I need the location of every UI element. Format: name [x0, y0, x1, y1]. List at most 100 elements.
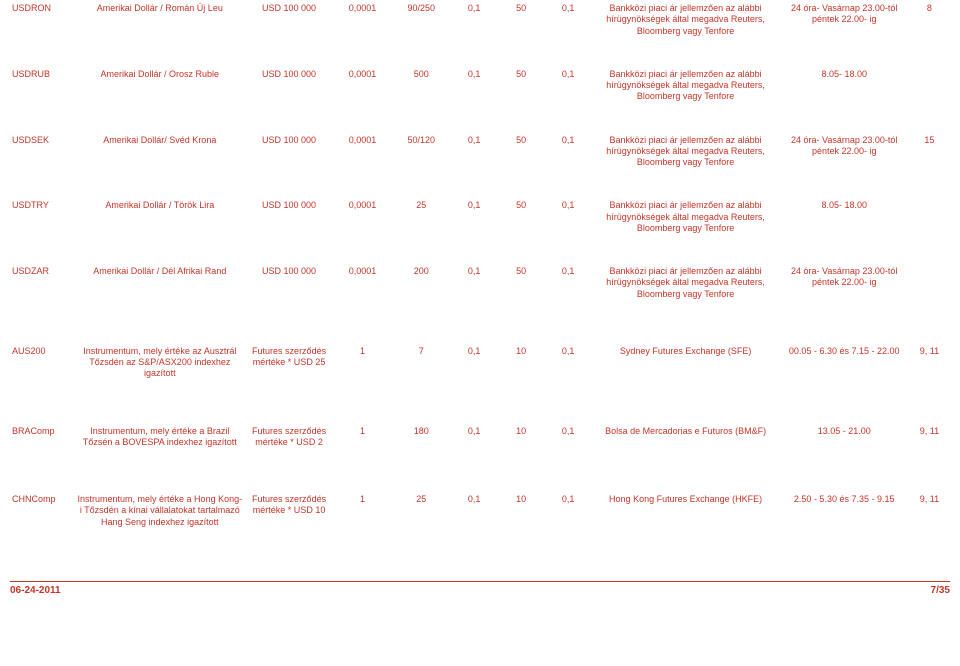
cell: 0,1	[451, 343, 498, 383]
footer-date: 06-24-2011	[10, 585, 61, 596]
cell: 0,1	[545, 491, 592, 531]
cell: Bankközi piaci ár jellemzően az alábbi h…	[592, 263, 780, 303]
cell: 1	[333, 491, 392, 531]
cell	[909, 66, 950, 106]
cell: 50/120	[392, 132, 451, 172]
cell: 24 óra- Vasárnap 23.00-tól péntek 22.00-…	[780, 132, 909, 172]
cell: 0,1	[451, 132, 498, 172]
table-row: USDTRYAmerikai Dollár / Török LiraUSD 10…	[10, 197, 950, 237]
cell: 7	[392, 343, 451, 383]
cell: Bankközi piaci ár jellemzően az alábbi h…	[592, 197, 780, 237]
cell: Bankközi piaci ár jellemzően az alábbi h…	[592, 66, 780, 106]
cell: 180	[392, 423, 451, 452]
table-row: AUS200Instrumentum, mely értéke az Auszt…	[10, 343, 950, 383]
cell: 0,1	[545, 132, 592, 172]
cell: 0,1	[451, 491, 498, 531]
cell: Futures szerződés mértéke * USD 10	[245, 491, 333, 531]
cell: 8	[909, 0, 950, 40]
cell: 50	[498, 66, 545, 106]
cell: 0,1	[545, 343, 592, 383]
table-row: USDRONAmerikai Dollár / Román Új LeuUSD …	[10, 0, 950, 40]
cell: 0,1	[451, 197, 498, 237]
cell: Bankközi piaci ár jellemzően az alábbi h…	[592, 132, 780, 172]
cell: USD 100 000	[245, 132, 333, 172]
cell: Instrumentum, mely értéke a Brazil Tőzsé…	[75, 423, 245, 452]
cell: 500	[392, 66, 451, 106]
cell: Amerikai Dollár / Román Új Leu	[75, 0, 245, 40]
cell: Amerikai Dollár/ Svéd Krona	[75, 132, 245, 172]
cell: 15	[909, 132, 950, 172]
cell	[909, 263, 950, 303]
cell: 9, 11	[909, 491, 950, 531]
cell: USDZAR	[10, 263, 75, 303]
cell: Futures szerződés mértéke * USD 25	[245, 343, 333, 383]
cell: 0,1	[545, 423, 592, 452]
cell: 10	[498, 343, 545, 383]
cell: USD 100 000	[245, 197, 333, 237]
cell: Bankközi piaci ár jellemzően az alábbi h…	[592, 0, 780, 40]
table-row: CHNCompInstrumentum, mely értéke a Hong …	[10, 491, 950, 531]
cell: Hong Kong Futures Exchange (HKFE)	[592, 491, 780, 531]
cell: AUS200	[10, 343, 75, 383]
cell: USDRUB	[10, 66, 75, 106]
cell: 1	[333, 423, 392, 452]
cell: 24 óra- Vasárnap 23.00-tól péntek 22.00-…	[780, 263, 909, 303]
cell: 0,1	[545, 263, 592, 303]
cell: 0,0001	[333, 132, 392, 172]
cell: CHNComp	[10, 491, 75, 531]
cell: Instrumentum, mely értéke a Hong Kong-i …	[75, 491, 245, 531]
cell: 0,0001	[333, 197, 392, 237]
cell	[909, 197, 950, 237]
cell: 0,1	[451, 423, 498, 452]
cell: 0,1	[451, 0, 498, 40]
cell: 0,1	[545, 66, 592, 106]
cell: Instrumentum, mely értéke az Ausztrál Tő…	[75, 343, 245, 383]
footer-page: 7/35	[931, 585, 950, 596]
cell: BRAComp	[10, 423, 75, 452]
cell: Amerikai Dollár / Dél Afrikai Rand	[75, 263, 245, 303]
cell: 13.05 - 21.00	[780, 423, 909, 452]
cell: 200	[392, 263, 451, 303]
cell: 10	[498, 491, 545, 531]
cell: 0,1	[545, 197, 592, 237]
cell: 0,0001	[333, 0, 392, 40]
cell: 0,0001	[333, 66, 392, 106]
cell: 50	[498, 197, 545, 237]
cell: 24 óra- Vasárnap 23.00-tól péntek 22.00-…	[780, 0, 909, 40]
cell: 8.05- 18.00	[780, 197, 909, 237]
cell: 1	[333, 343, 392, 383]
table-row: USDZARAmerikai Dollár / Dél Afrikai Rand…	[10, 263, 950, 303]
cell: 0,0001	[333, 263, 392, 303]
cell: 0,1	[451, 66, 498, 106]
table-row: BRACompInstrumentum, mely értéke a Brazi…	[10, 423, 950, 452]
cell: 2.50 - 5.30 és 7.35 - 9.15	[780, 491, 909, 531]
cell: USD 100 000	[245, 0, 333, 40]
cell: Sydney Futures Exchange (SFE)	[592, 343, 780, 383]
cell: 25	[392, 491, 451, 531]
cell: 10	[498, 423, 545, 452]
cell: Amerikai Dollár / Török Lira	[75, 197, 245, 237]
cell: USDRON	[10, 0, 75, 40]
cell: Bolsa de Mercadorias e Futuros (BM&F)	[592, 423, 780, 452]
cell: 0,1	[545, 0, 592, 40]
cell: Amerikai Dollár / Orosz Ruble	[75, 66, 245, 106]
cell: 0,1	[451, 263, 498, 303]
table-row: USDRUBAmerikai Dollár / Orosz RubleUSD 1…	[10, 66, 950, 106]
instrument-table: USDRONAmerikai Dollár / Román Új LeuUSD …	[10, 0, 950, 571]
cell: Futures szerződés mértéke * USD 2	[245, 423, 333, 452]
cell: 50	[498, 0, 545, 40]
table-row: USDSEKAmerikai Dollár/ Svéd KronaUSD 100…	[10, 132, 950, 172]
page-footer: 06-24-2011 7/35	[10, 581, 950, 596]
cell: USDSEK	[10, 132, 75, 172]
cell: 50	[498, 263, 545, 303]
cell: USD 100 000	[245, 66, 333, 106]
cell: 00.05 - 6.30 és 7.15 - 22.00	[780, 343, 909, 383]
cell: 90/250	[392, 0, 451, 40]
cell: 8.05- 18.00	[780, 66, 909, 106]
cell: 25	[392, 197, 451, 237]
cell: 50	[498, 132, 545, 172]
cell: 9, 11	[909, 423, 950, 452]
cell: 9, 11	[909, 343, 950, 383]
cell: USD 100 000	[245, 263, 333, 303]
cell: USDTRY	[10, 197, 75, 237]
